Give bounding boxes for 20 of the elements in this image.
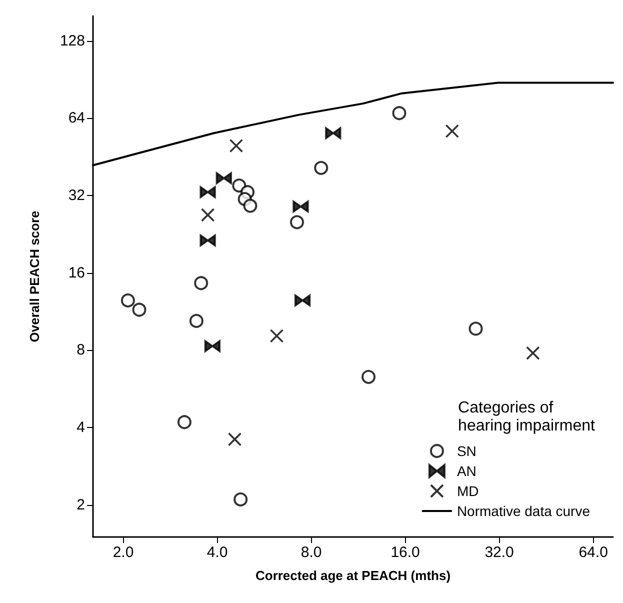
y-tick-label: 8 <box>76 342 85 359</box>
x-tick-label: 4.0 <box>206 544 228 561</box>
x-tick-label: 64.0 <box>578 544 608 561</box>
legend-title: Categories of hearing impairment <box>458 400 596 434</box>
x-axis-title: Corrected age at PEACH (mths) <box>255 568 451 583</box>
x-tick-label: 2.0 <box>112 544 134 561</box>
legend-label: MD <box>456 483 479 499</box>
y-tick-label: 32 <box>68 187 85 204</box>
y-axis-title: Overall PEACH score <box>27 210 42 342</box>
y-tick-label: 2 <box>76 496 85 514</box>
legend-label: SN <box>456 443 476 459</box>
legend-label: AN <box>456 463 476 479</box>
x-tick-label: 32.0 <box>484 544 514 561</box>
y-tick-label: 64 <box>68 110 85 127</box>
legend-label: Normative data curve <box>456 503 590 519</box>
y-tick-label: 16 <box>68 264 85 282</box>
x-tick-label: 16.0 <box>390 544 420 561</box>
y-tick-label: 4 <box>76 419 85 436</box>
y-tick-label: 128 <box>60 32 85 50</box>
x-tick-label: 8.0 <box>300 544 322 561</box>
